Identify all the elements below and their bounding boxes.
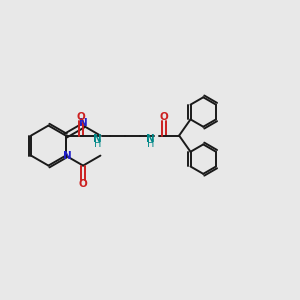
Text: O: O [79,179,88,190]
Text: N: N [146,134,155,143]
Text: H: H [94,139,101,149]
Text: H: H [147,139,154,149]
Text: N: N [79,118,88,128]
Text: O: O [159,112,168,122]
Text: N: N [93,134,102,143]
Text: N: N [63,151,72,160]
Text: O: O [77,112,85,122]
